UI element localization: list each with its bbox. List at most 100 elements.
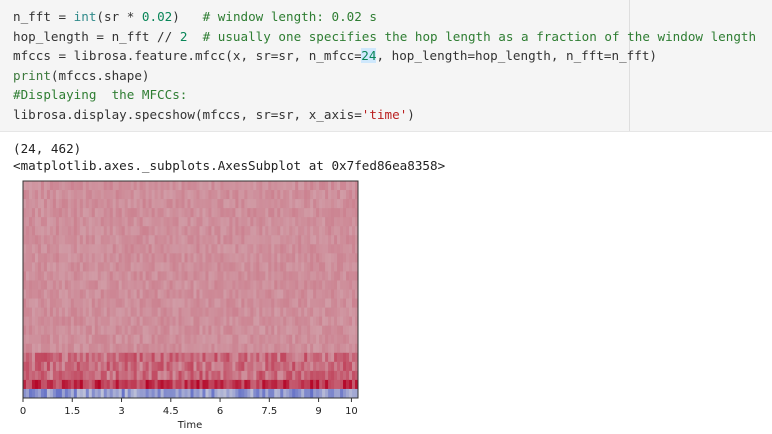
heatmap-cell — [46, 217, 51, 227]
heatmap-cell — [79, 235, 84, 245]
heatmap-cell — [151, 289, 156, 299]
heatmap-cell — [250, 298, 254, 308]
heatmap-cell — [100, 289, 105, 299]
heatmap-cell — [37, 244, 42, 254]
code-line[interactable]: mfccs = librosa.feature.mfcc(x, sr=sr, n… — [13, 46, 657, 65]
heatmap-cell — [139, 199, 144, 209]
code-line[interactable]: hop_length = n_fft // 2 # usually one sp… — [13, 27, 756, 46]
heatmap-cell — [61, 280, 66, 290]
heatmap-cell — [79, 334, 84, 345]
code-line[interactable]: n_fft = int(sr * 0.02) # window length: … — [13, 7, 377, 26]
heatmap-cell — [166, 352, 170, 363]
heatmap-cell — [196, 280, 200, 290]
heatmap-cell — [175, 388, 179, 399]
heatmap-cell — [313, 244, 317, 254]
heatmap-cell — [85, 316, 90, 327]
heatmap-cell — [70, 262, 75, 272]
heatmap-cell — [328, 217, 332, 227]
heatmap-cell — [181, 271, 185, 281]
heatmap-cell — [175, 199, 179, 209]
heatmap-cell — [241, 262, 245, 272]
heatmap-cell — [295, 271, 299, 281]
heatmap-cell — [241, 181, 245, 191]
heatmap-cell — [217, 235, 221, 245]
heatmap-cell — [223, 370, 227, 381]
heatmap-cell — [262, 235, 266, 245]
heatmap-cell — [211, 361, 215, 372]
heatmap-cell — [124, 217, 129, 227]
code-line[interactable]: librosa.display.specshow(mfccs, sr=sr, x… — [13, 105, 415, 124]
heatmap-cell — [97, 379, 102, 390]
heatmap-cell — [202, 361, 206, 372]
heatmap-cell — [124, 181, 129, 191]
heatmap-cell — [181, 334, 185, 345]
heatmap-cell — [34, 262, 39, 272]
heatmap-cell — [145, 325, 150, 336]
heatmap-cell — [313, 280, 317, 290]
heatmap-cell — [169, 208, 173, 218]
heatmap-cell — [67, 208, 72, 218]
heatmap-cell — [154, 307, 158, 318]
heatmap-cell — [154, 244, 158, 254]
heatmap-cell — [61, 253, 66, 263]
heatmap-cell — [316, 253, 320, 263]
heatmap-cell — [40, 226, 45, 236]
heatmap-cell — [64, 334, 69, 345]
heatmap-cell — [208, 217, 212, 227]
heatmap-cell — [55, 226, 60, 236]
code-line[interactable]: #Displaying the MFCCs: — [13, 85, 187, 104]
heatmap-cell — [340, 334, 344, 345]
heatmap-cell — [190, 370, 194, 381]
heatmap-cell — [247, 280, 251, 290]
heatmap-cell — [196, 262, 200, 272]
heatmap-cell — [352, 343, 356, 354]
heatmap-cell — [139, 370, 144, 381]
heatmap-cell — [211, 298, 215, 308]
heatmap-cell — [277, 244, 281, 254]
heatmap-cell — [154, 289, 158, 299]
heatmap-cell — [172, 370, 176, 381]
heatmap-cell — [328, 181, 332, 191]
heatmap-cell — [319, 316, 323, 327]
heatmap-cell — [295, 235, 299, 245]
heatmap-cell — [178, 235, 182, 245]
heatmap-cell — [337, 316, 341, 327]
heatmap-cell — [316, 190, 320, 200]
heatmap-cell — [265, 280, 269, 290]
heatmap-cell — [40, 289, 45, 299]
heatmap-cell — [217, 334, 221, 345]
heatmap-cell — [337, 379, 341, 390]
heatmap-cell — [169, 262, 173, 272]
heatmap-cell — [52, 181, 57, 191]
heatmap-cell — [280, 280, 284, 290]
heatmap-cell — [250, 271, 254, 281]
heatmap-cell — [289, 307, 293, 318]
heatmap-cell — [64, 307, 69, 318]
heatmap-cell — [334, 298, 338, 308]
code-cell[interactable]: n_fft = int(sr * 0.02) # window length: … — [0, 0, 772, 132]
heatmap-cell — [46, 379, 51, 390]
heatmap-cell — [154, 253, 158, 263]
heatmap-cell — [124, 235, 129, 245]
heatmap-cell — [340, 280, 344, 290]
heatmap-cell — [49, 208, 54, 218]
heatmap-cell — [28, 379, 33, 390]
heatmap-cell — [160, 208, 164, 218]
heatmap-cell — [181, 352, 185, 363]
heatmap-cell — [130, 334, 135, 345]
code-line[interactable]: print(mfccs.shape) — [13, 66, 150, 85]
heatmap-cell — [244, 190, 248, 200]
heatmap-cell — [256, 316, 260, 327]
heatmap-cell — [91, 352, 96, 363]
heatmap-cell — [100, 316, 105, 327]
heatmap-cell — [328, 352, 332, 363]
heatmap-cell — [178, 325, 182, 336]
heatmap-cell — [292, 199, 296, 209]
heatmap-cell — [241, 208, 245, 218]
heatmap-cell — [349, 307, 353, 318]
heatmap-cell — [82, 271, 87, 281]
heatmap-cell — [49, 352, 54, 363]
heatmap-cell — [25, 289, 30, 299]
heatmap-cell — [319, 244, 323, 254]
heatmap-cell — [133, 298, 138, 308]
